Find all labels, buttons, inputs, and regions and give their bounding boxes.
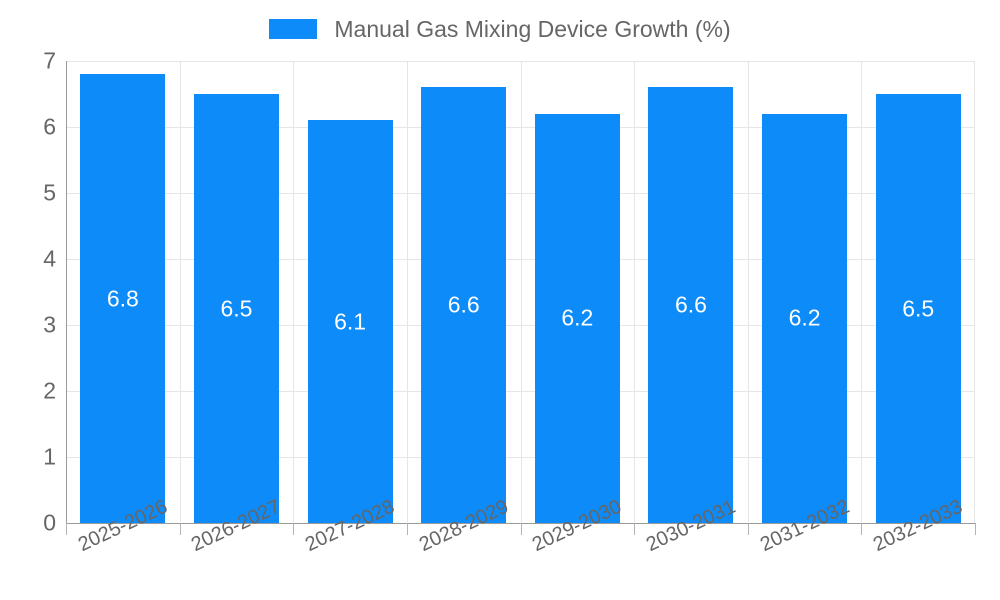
y-axis-tick-label: 4 [43,245,56,272]
vertical-gridline [406,61,408,523]
y-axis-tick-label: 5 [43,179,56,206]
x-axis-tick-mark [747,523,749,535]
x-axis-tick-mark [520,523,522,535]
vertical-gridline [179,61,181,523]
bar-value-label: 6.6 [674,291,707,318]
bar-value-label: 6.6 [447,291,480,318]
x-axis-tick-mark [634,523,636,535]
bar[interactable]: 6.2 [534,113,620,523]
vertical-gridline [747,61,749,523]
legend-label: Manual Gas Mixing Device Growth (%) [334,15,731,42]
bar[interactable]: 6.6 [421,87,507,523]
x-axis-tick-mark [861,523,863,535]
y-axis-tick-label: 6 [43,113,56,140]
legend-color-swatch [269,19,318,39]
x-axis-tick-mark [406,523,408,535]
y-axis-tick-label: 2 [43,377,56,404]
plot-area: 6.8 6.5 6.1 6.6 6.2 6.6 6.2 6.5 [66,61,975,523]
x-axis-tick-mark [66,523,67,535]
bar-value-label: 6.8 [106,285,139,312]
vertical-gridline [520,61,522,523]
y-axis-tick-label: 7 [43,47,56,74]
vertical-gridline [634,61,636,523]
vertical-gridline [293,61,295,523]
y-axis-line [66,61,67,524]
vertical-gridline [861,61,863,523]
y-axis-tick-labels: 0 1 2 3 4 5 6 7 [0,49,56,534]
y-axis-tick-label: 1 [43,443,56,470]
bar-value-label: 6.2 [561,304,594,331]
x-axis-tick-mark [293,523,295,535]
bar-value-label: 6.1 [334,308,367,335]
bar-value-label: 6.5 [220,295,253,321]
y-axis-tick-label: 3 [43,311,56,338]
bar[interactable]: 6.2 [762,113,848,523]
legend-entry[interactable]: Manual Gas Mixing Device Growth (%) [269,15,731,42]
bar[interactable]: 6.8 [80,74,166,523]
bar[interactable]: 6.1 [307,120,393,523]
x-axis-tick-labels: 2025-2026 2026-2027 2027-2028 2028-2029 2029… [0,496,1000,600]
bar[interactable]: 6.6 [648,87,734,523]
y-axis-tick-label: 0 [43,509,56,536]
bar-value-label: 6.5 [902,295,935,321]
bar[interactable]: 6.5 [193,94,279,523]
bar[interactable]: 6.5 [875,94,961,523]
x-axis-tick-mark [179,523,181,535]
x-axis-tick-mark [975,523,976,535]
bar-value-label: 6.2 [788,304,821,331]
vertical-gridline [974,61,975,523]
chart-legend: Manual Gas Mixing Device Growth (%) [0,12,1000,46]
